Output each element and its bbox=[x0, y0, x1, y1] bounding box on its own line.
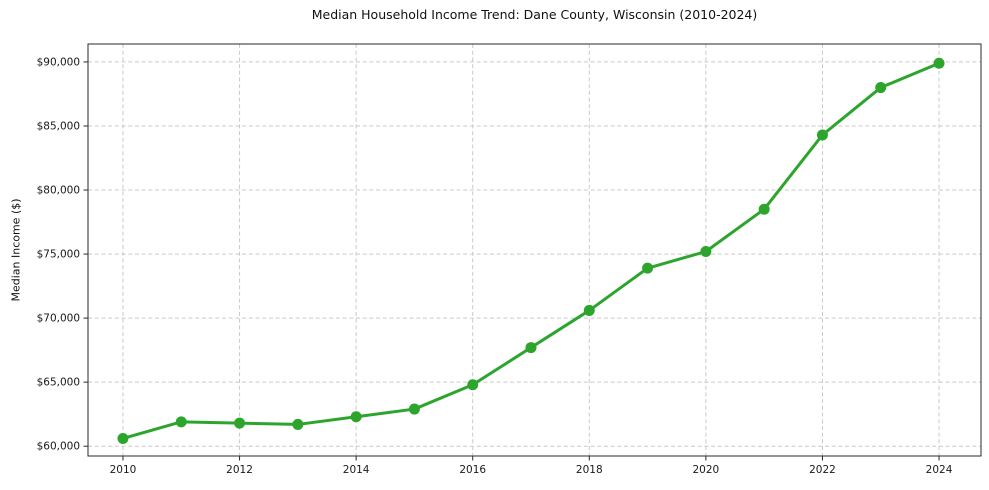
data-point-2010 bbox=[117, 433, 129, 445]
x-tick-label: 2020 bbox=[693, 464, 720, 476]
y-tick-label: $85,000 bbox=[37, 120, 80, 132]
data-point-2011 bbox=[175, 416, 187, 428]
chart-title: Median Household Income Trend: Dane Coun… bbox=[311, 7, 758, 22]
data-point-2021 bbox=[758, 203, 770, 215]
y-tick-label: $75,000 bbox=[37, 249, 80, 261]
data-point-2016 bbox=[467, 379, 479, 391]
y-tick-label: $70,000 bbox=[37, 313, 80, 325]
y-tick-label: $60,000 bbox=[37, 441, 80, 453]
data-point-2017 bbox=[525, 342, 537, 354]
data-point-2014 bbox=[350, 411, 362, 423]
data-point-2023 bbox=[875, 82, 887, 94]
x-tick-label: 2014 bbox=[343, 464, 370, 476]
data-point-2018 bbox=[583, 304, 595, 316]
data-point-2020 bbox=[700, 246, 712, 258]
x-tick-label: 2018 bbox=[576, 464, 603, 476]
y-tick-label: $80,000 bbox=[37, 185, 80, 197]
x-tick-label: 2016 bbox=[459, 464, 486, 476]
x-tick-label: 2022 bbox=[809, 464, 836, 476]
data-point-2015 bbox=[408, 403, 420, 415]
x-tick-label: 2024 bbox=[926, 464, 953, 476]
y-tick-label: $90,000 bbox=[37, 56, 80, 68]
y-tick-label: $65,000 bbox=[37, 377, 80, 389]
data-point-2024 bbox=[933, 57, 945, 69]
data-point-2022 bbox=[816, 129, 828, 141]
x-tick-label: 2012 bbox=[226, 464, 253, 476]
data-point-2012 bbox=[234, 417, 246, 429]
data-point-2019 bbox=[642, 262, 654, 274]
plot-border bbox=[87, 43, 982, 457]
data-point-2013 bbox=[292, 418, 304, 430]
x-tick-label: 2010 bbox=[110, 464, 137, 476]
